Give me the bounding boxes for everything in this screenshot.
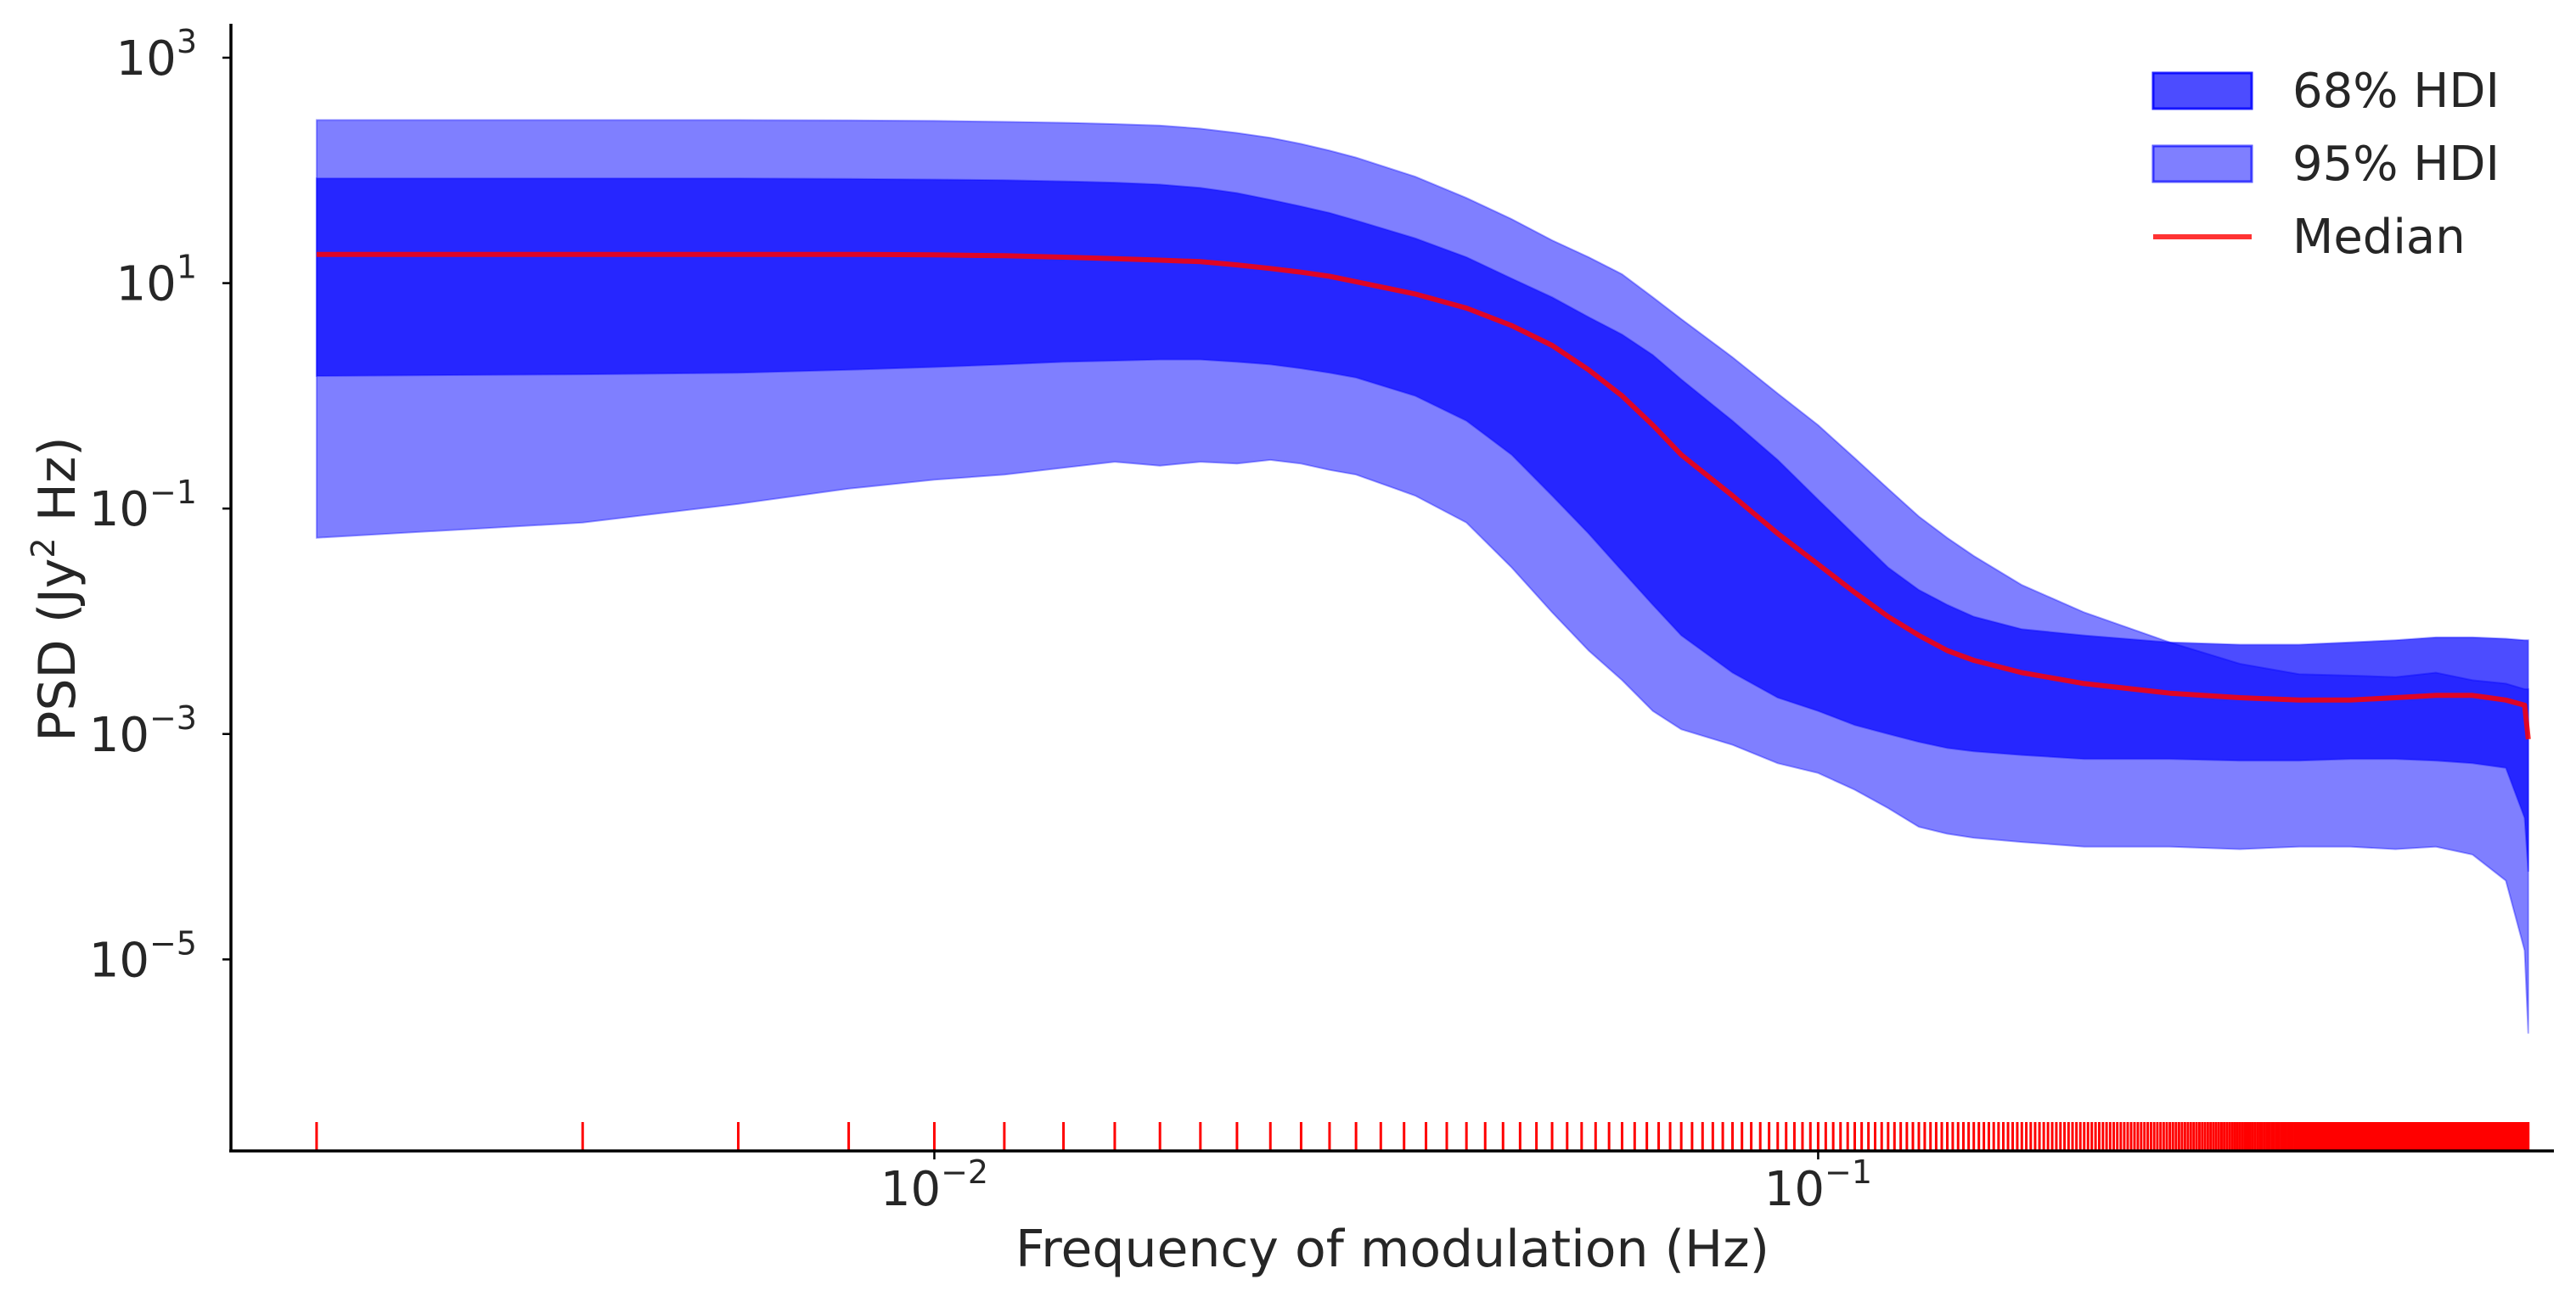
hdi-bands [315,119,2529,1034]
x-tick-label: 10−2 [880,1153,988,1217]
frequency-rug [315,1122,2530,1151]
y-axis-title-main: PSD (Jy [28,558,87,742]
legend-swatch-68-hdi [2151,71,2253,110]
hdi-68-band [315,177,2529,873]
median-line [316,251,2531,740]
y-tick-label: 101 [116,249,197,312]
legend-label-median: Median [2292,210,2466,265]
y-tick-label: 10−3 [89,699,197,763]
y-axis-title-sup: 2 [25,537,62,558]
x-tick-label: 10−1 [1764,1153,1872,1217]
legend-label-68-hdi: 68% HDI [2292,64,2500,119]
y-axis-title-unit: Hz) [28,436,87,537]
y-tick-label: 10−5 [89,924,197,988]
median-line-group [316,251,2531,740]
legend-swatch-95-hdi [2151,144,2253,183]
y-tick-label: 103 [116,23,197,87]
legend-label-95-hdi: 95% HDI [2292,137,2500,192]
legend: 68% HDI 95% HDI Median [2151,64,2500,265]
y-tick-labels: 103 101 10−1 10−3 10−5 [89,23,231,988]
x-axis-title: Frequency of modulation (Hz) [1015,1220,1769,1279]
y-axis-title: PSD (Jy2 Hz) [25,436,87,741]
x-tick-labels: 10−2 10−1 [880,1151,1872,1217]
y-tick-label: 10−1 [89,474,197,537]
